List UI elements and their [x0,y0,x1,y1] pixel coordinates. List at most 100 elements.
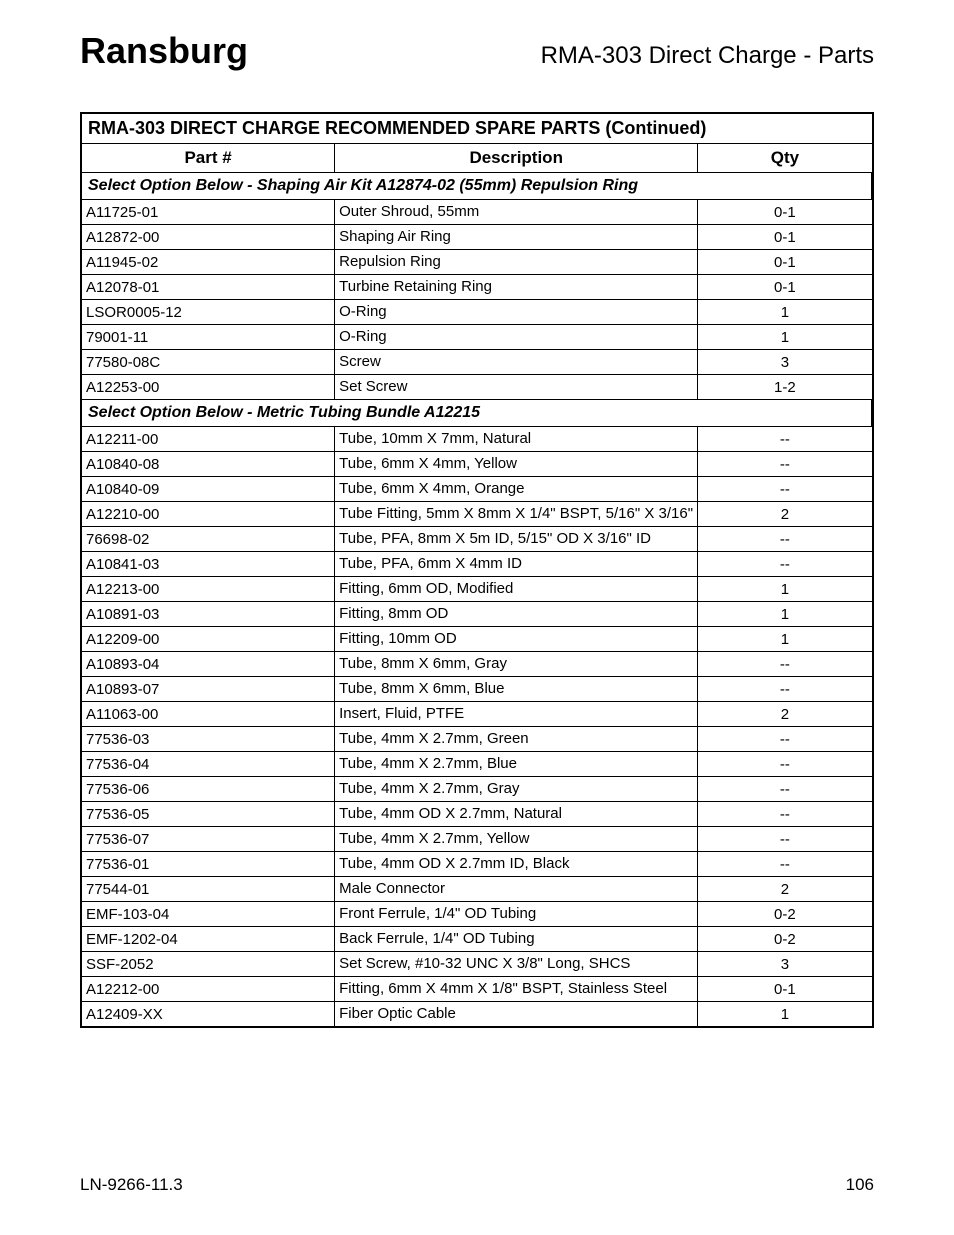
table-row: A10893-07Tube, 8mm X 6mm, Blue-- [82,677,872,702]
table-row: 77536-06Tube, 4mm X 2.7mm, Gray-- [82,777,872,802]
part-number-cell: 77536-06 [82,777,335,802]
part-number-cell: A11945-02 [82,250,335,275]
description-cell: Tube, 8mm X 6mm, Gray [335,652,698,677]
description-cell: Tube, PFA, 6mm X 4mm ID [335,552,698,577]
table-row: A12212-00Fitting, 6mm X 4mm X 1/8" BSPT,… [82,977,872,1002]
part-number-cell: 77580-08C [82,350,335,375]
part-number-cell: A10893-04 [82,652,335,677]
qty-cell: 0-1 [698,275,872,300]
description-cell: O-Ring [335,325,698,350]
description-cell: Fitting, 10mm OD [335,627,698,652]
part-number-cell: A10841-03 [82,552,335,577]
table-row: LSOR0005-12O-Ring1 [82,300,872,325]
table-row: A11945-02Repulsion Ring0-1 [82,250,872,275]
description-cell: Shaping Air Ring [335,225,698,250]
table-row: A10841-03Tube, PFA, 6mm X 4mm ID-- [82,552,872,577]
brand-name: Ransburg [80,30,248,72]
part-number-cell: A12409-XX [82,1002,335,1027]
description-cell: Tube, 10mm X 7mm, Natural [335,427,698,452]
parts-table: Part # Description Qty Select Option Bel… [82,144,872,1026]
table-row: A11725-01Outer Shroud, 55mm0-1 [82,200,872,225]
part-number-cell: SSF-2052 [82,952,335,977]
qty-cell: -- [698,452,872,477]
qty-cell: -- [698,802,872,827]
part-number-cell: A12872-00 [82,225,335,250]
part-number-cell: A12210-00 [82,502,335,527]
qty-cell: 0-1 [698,250,872,275]
qty-cell: 1 [698,325,872,350]
qty-cell: -- [698,527,872,552]
qty-cell: -- [698,427,872,452]
table-row: EMF-1202-04Back Ferrule, 1/4" OD Tubing0… [82,927,872,952]
part-number-cell: 76698-02 [82,527,335,552]
description-cell: Fiber Optic Cable [335,1002,698,1027]
qty-cell: 1 [698,627,872,652]
qty-cell: -- [698,677,872,702]
description-cell: Fitting, 6mm OD, Modified [335,577,698,602]
qty-cell: 1 [698,602,872,627]
part-number-cell: A10840-09 [82,477,335,502]
table-row: A10893-04Tube, 8mm X 6mm, Gray-- [82,652,872,677]
part-number-cell: 77536-01 [82,852,335,877]
qty-cell: -- [698,752,872,777]
part-number-cell: A12213-00 [82,577,335,602]
description-cell: Tube Fitting, 5mm X 8mm X 1/4" BSPT, 5/1… [335,502,698,527]
table-row: A10891-03Fitting, 8mm OD1 [82,602,872,627]
table-row: A12211-00Tube, 10mm X 7mm, Natural-- [82,427,872,452]
qty-cell: -- [698,852,872,877]
table-title: RMA-303 DIRECT CHARGE RECOMMENDED SPARE … [82,114,872,144]
description-cell: Set Screw [335,375,698,400]
page-footer: LN-9266-11.3 106 [80,1175,874,1195]
part-number-cell: 77536-07 [82,827,335,852]
table-row: 77536-01Tube, 4mm OD X 2.7mm ID, Black-- [82,852,872,877]
part-number-cell: A10891-03 [82,602,335,627]
part-number-cell: EMF-1202-04 [82,927,335,952]
qty-cell: 3 [698,952,872,977]
table-row: 77580-08CScrew3 [82,350,872,375]
description-cell: Tube, 4mm OD X 2.7mm ID, Black [335,852,698,877]
part-number-cell: 77544-01 [82,877,335,902]
part-number-cell: A11725-01 [82,200,335,225]
table-row: A10840-08Tube, 6mm X 4mm, Yellow-- [82,452,872,477]
table-row: EMF-103-04Front Ferrule, 1/4" OD Tubing0… [82,902,872,927]
section-header-row: Select Option Below - Metric Tubing Bund… [82,400,872,427]
table-row: 77536-03Tube, 4mm X 2.7mm, Green-- [82,727,872,752]
qty-cell: 0-2 [698,902,872,927]
description-cell: Tube, 4mm OD X 2.7mm, Natural [335,802,698,827]
page-header: Ransburg RMA-303 Direct Charge - Parts [80,30,874,72]
table-row: 76698-02Tube, PFA, 8mm X 5m ID, 5/15" OD… [82,527,872,552]
qty-cell: -- [698,727,872,752]
description-cell: Tube, 6mm X 4mm, Yellow [335,452,698,477]
part-number-cell: 77536-04 [82,752,335,777]
table-row: A11063-00Insert, Fluid, PTFE2 [82,702,872,727]
section-header-cell: Select Option Below - Shaping Air Kit A1… [82,173,872,200]
table-header-row: Part # Description Qty [82,144,872,173]
description-cell: Tube, 8mm X 6mm, Blue [335,677,698,702]
table-row: 77536-04Tube, 4mm X 2.7mm, Blue-- [82,752,872,777]
description-cell: Fitting, 6mm X 4mm X 1/8" BSPT, Stainles… [335,977,698,1002]
qty-cell: -- [698,552,872,577]
part-number-cell: A12212-00 [82,977,335,1002]
table-row: A12253-00Set Screw1-2 [82,375,872,400]
part-number-cell: 77536-05 [82,802,335,827]
qty-cell: 0-1 [698,225,872,250]
qty-cell: 1-2 [698,375,872,400]
qty-cell: 1 [698,300,872,325]
table-row: A10840-09Tube, 6mm X 4mm, Orange-- [82,477,872,502]
col-header-desc: Description [335,144,698,173]
page-number: 106 [846,1175,874,1195]
description-cell: O-Ring [335,300,698,325]
table-row: A12078-01Turbine Retaining Ring0-1 [82,275,872,300]
table-row: A12872-00Shaping Air Ring0-1 [82,225,872,250]
description-cell: Tube, 4mm X 2.7mm, Green [335,727,698,752]
description-cell: Tube, 4mm X 2.7mm, Yellow [335,827,698,852]
qty-cell: -- [698,827,872,852]
table-row: 77536-07Tube, 4mm X 2.7mm, Yellow-- [82,827,872,852]
description-cell: Male Connector [335,877,698,902]
part-number-cell: EMF-103-04 [82,902,335,927]
qty-cell: 2 [698,702,872,727]
part-number-cell: A12253-00 [82,375,335,400]
description-cell: Front Ferrule, 1/4" OD Tubing [335,902,698,927]
description-cell: Tube, PFA, 8mm X 5m ID, 5/15" OD X 3/16"… [335,527,698,552]
qty-cell: 3 [698,350,872,375]
